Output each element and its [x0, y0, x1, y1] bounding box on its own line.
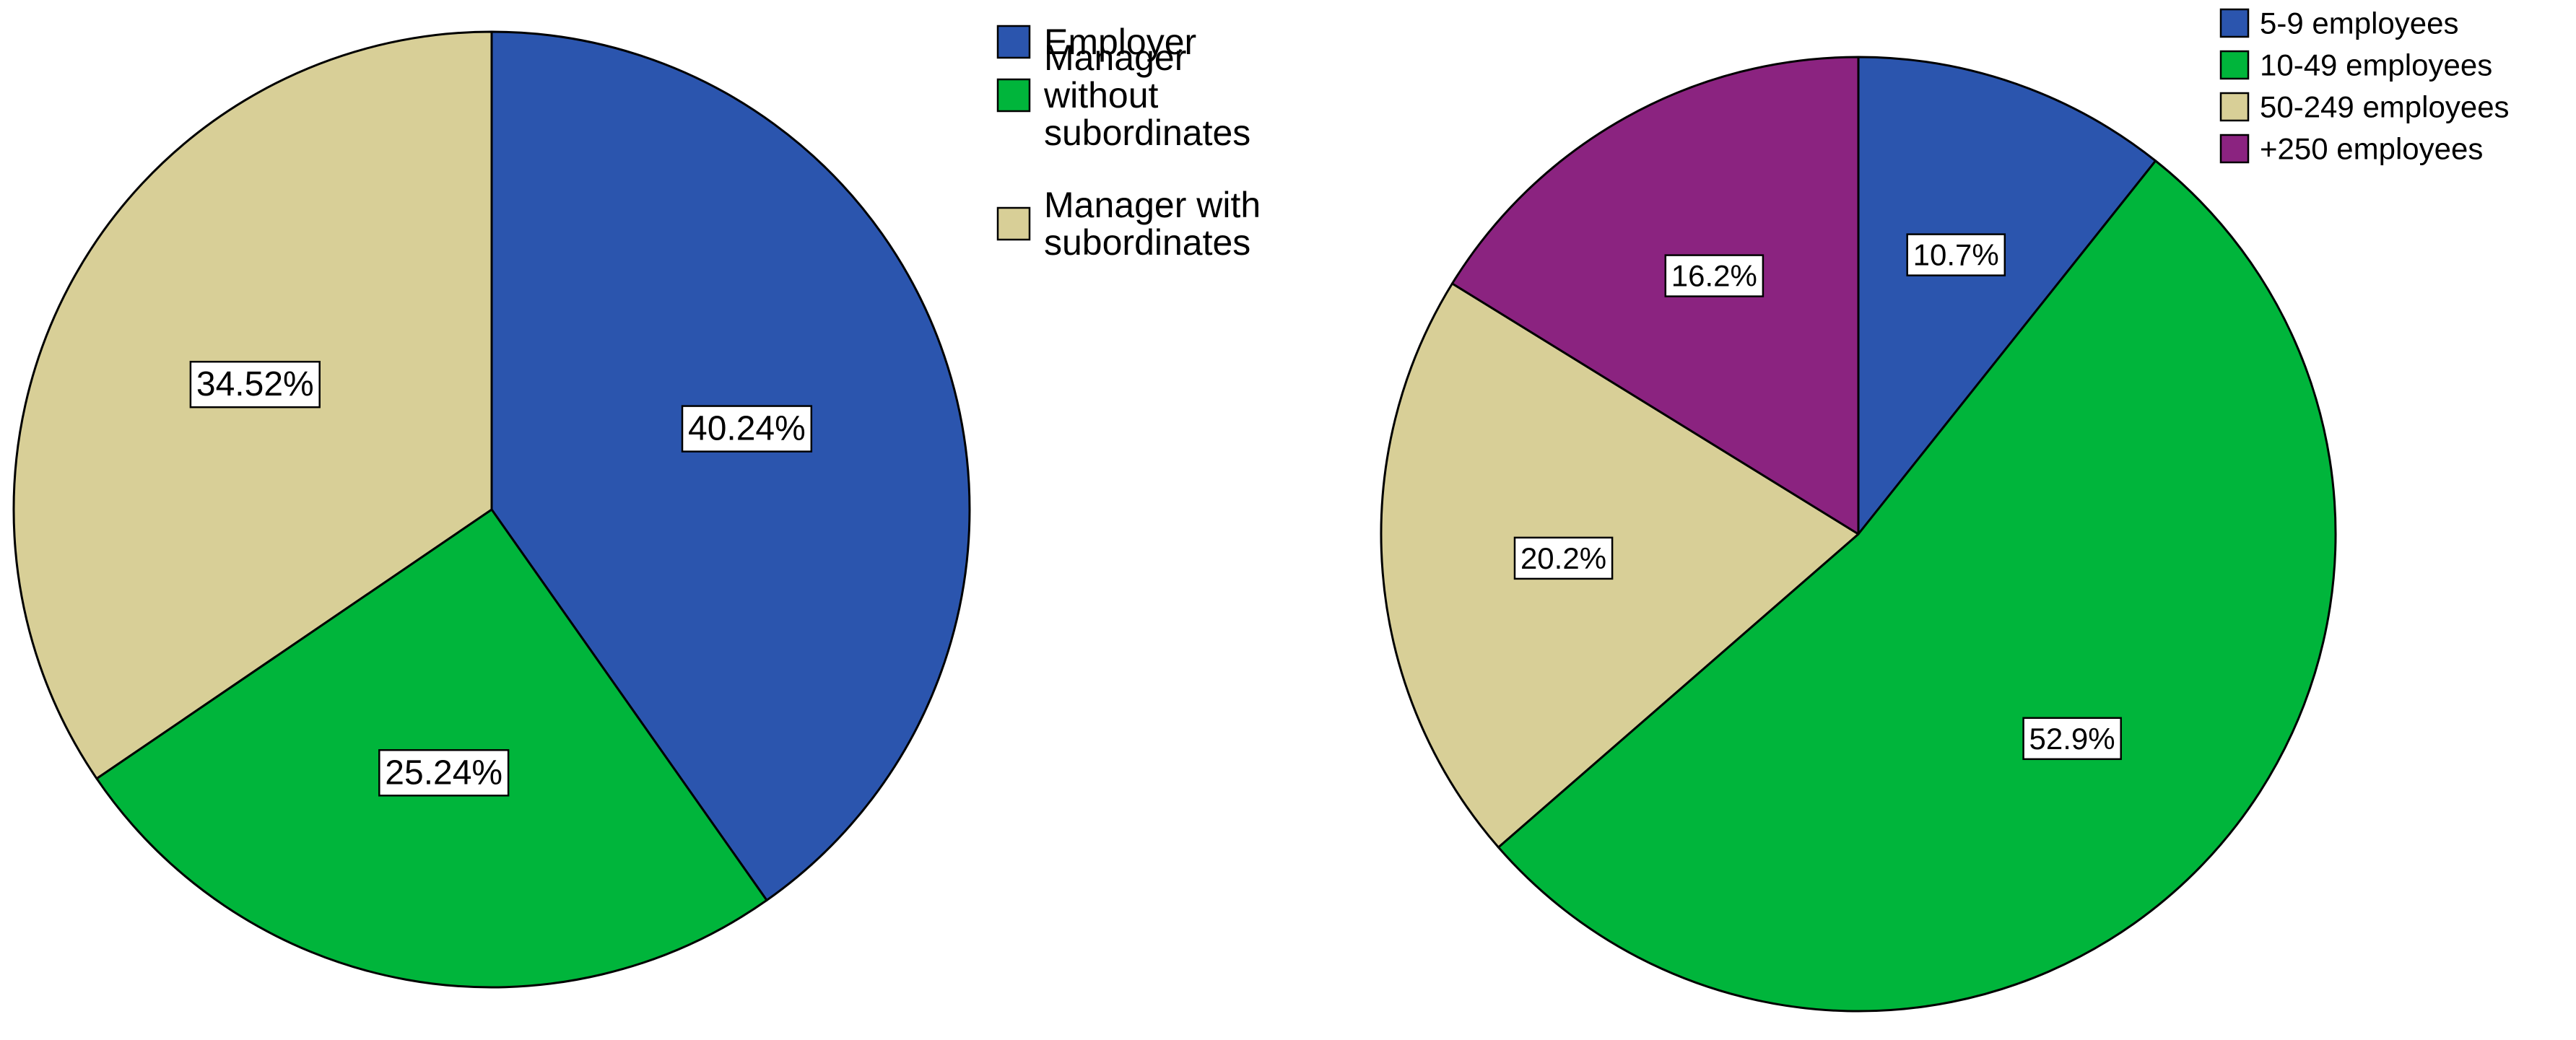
- legend-label: +250 employees: [2260, 132, 2483, 166]
- legend-item: Employer: [996, 22, 1196, 62]
- legend-swatch: [996, 206, 1031, 241]
- legend-label: 50-249 employees: [2260, 90, 2510, 124]
- legend-label: Manager: [1044, 38, 1186, 78]
- legend-label: 5-9 employees: [2260, 6, 2458, 40]
- pie-slice-manager-without-subordinates: [95, 508, 768, 989]
- legend-label: subordinates: [1044, 222, 1250, 263]
- legend-item: 5-9 employees: [2219, 6, 2458, 40]
- legend-label: Employer: [1044, 22, 1196, 62]
- legend-swatch: [996, 25, 1031, 59]
- pie-slice-employer: [490, 30, 971, 901]
- data-label: 25.24%: [378, 749, 510, 797]
- legend-swatch: [2219, 50, 2250, 80]
- pie-slice-50-249-employees: [1380, 282, 1860, 849]
- svg-text:16.2%: 16.2%: [1671, 259, 1757, 293]
- svg-text:20.2%: 20.2%: [1520, 541, 1606, 575]
- legend-label: without: [1043, 75, 1159, 115]
- svg-text:34.52%: 34.52%: [196, 365, 314, 403]
- data-label: 16.2%: [1664, 254, 1765, 297]
- legend: 5-9 employees 10-49 employees 50-249 emplo…: [2219, 6, 2510, 166]
- legend: EmployerManagerwithoutsubordinatesManage…: [996, 22, 1261, 263]
- legend-label: 10-49 employees: [2260, 48, 2492, 82]
- legend-swatch: [2219, 8, 2250, 38]
- svg-text:25.24%: 25.24%: [385, 753, 502, 792]
- legend-label: Manager with: [1044, 185, 1261, 225]
- svg-text:10.7%: 10.7%: [1913, 238, 1999, 272]
- data-label: 52.9%: [2022, 717, 2122, 761]
- legend-swatch: [2219, 134, 2250, 164]
- legend-swatch: [996, 78, 1031, 113]
- legend-label: subordinates: [1044, 113, 1250, 153]
- legend-item: 50-249 employees: [2219, 90, 2510, 124]
- legend-swatch: [2219, 92, 2250, 122]
- data-label: 40.24%: [681, 405, 813, 453]
- pie-chart-2: 10.7% 52.9% 20.2% 16.2%: [1380, 56, 2337, 1013]
- pie-slice-10-49-employees: [1497, 160, 2337, 1013]
- pie-chart-1: 40.24% 25.24% 34.52%: [12, 30, 971, 989]
- svg-text:52.9%: 52.9%: [2029, 722, 2115, 756]
- legend-item: 10-49 employees: [2219, 48, 2492, 82]
- svg-text:40.24%: 40.24%: [688, 410, 806, 448]
- data-label: 34.52%: [189, 360, 321, 408]
- pie-slice-250-employees: [1450, 56, 1860, 536]
- legend-item: +250 employees: [2219, 132, 2483, 166]
- data-label: 10.7%: [1906, 233, 2006, 276]
- data-label: 20.2%: [1513, 536, 1614, 580]
- pie-slice-5-9-employees: [1857, 56, 2157, 536]
